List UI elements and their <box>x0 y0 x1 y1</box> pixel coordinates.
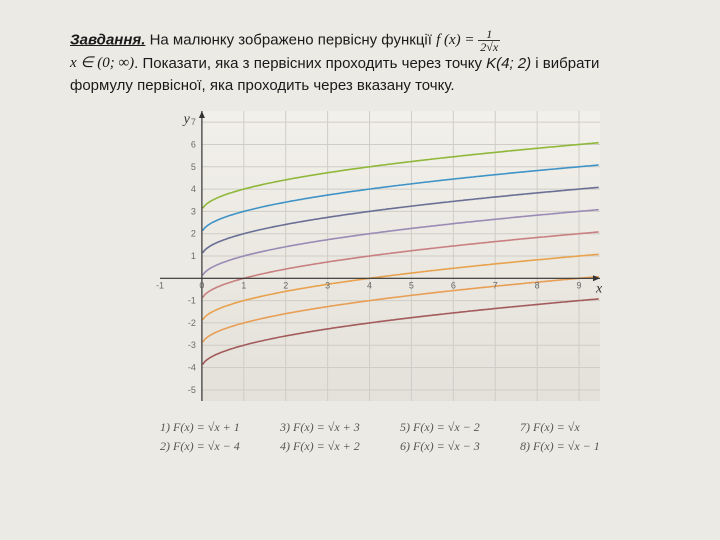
svg-text:0: 0 <box>199 280 204 290</box>
option: 1) F(x) = √x + 1 <box>160 420 256 435</box>
svg-text:2: 2 <box>191 228 196 238</box>
svg-text:-2: -2 <box>188 318 196 328</box>
svg-text:1: 1 <box>241 280 246 290</box>
svg-text:8: 8 <box>535 280 540 290</box>
option: 3) F(x) = √x + 3 <box>280 420 376 435</box>
svg-text:3: 3 <box>325 280 330 290</box>
svg-text:-1: -1 <box>188 295 196 305</box>
svg-text:-3: -3 <box>188 340 196 350</box>
svg-text:4: 4 <box>367 280 372 290</box>
option: 6) F(x) = √x − 3 <box>400 439 496 454</box>
task-text: Завдання. На малюнку зображено первісну … <box>70 28 650 97</box>
answer-options: 1) F(x) = √x + 1 3) F(x) = √x + 3 5) F(x… <box>160 420 650 454</box>
svg-text:x: x <box>595 281 603 296</box>
svg-text:1: 1 <box>191 251 196 261</box>
domain-expr: x ∈ (0; ∞) <box>70 53 134 75</box>
option: 2) F(x) = √x − 4 <box>160 439 256 454</box>
formula-fx: f (x) = 1 2√x <box>436 28 500 53</box>
answers-row-2: 2) F(x) = √x − 4 4) F(x) = √x + 2 6) F(x… <box>160 439 650 454</box>
svg-text:6: 6 <box>191 139 196 149</box>
svg-text:4: 4 <box>191 184 196 194</box>
svg-text:y: y <box>182 112 191 127</box>
svg-text:6: 6 <box>451 280 456 290</box>
svg-text:2: 2 <box>283 280 288 290</box>
svg-text:5: 5 <box>409 280 414 290</box>
point-k: K(4; 2) <box>486 55 531 72</box>
svg-text:7: 7 <box>493 280 498 290</box>
antiderivative-chart: -10123456789-5-4-3-2-11234567xy <box>140 107 610 407</box>
svg-text:5: 5 <box>191 161 196 171</box>
option: 5) F(x) = √x − 2 <box>400 420 496 435</box>
option: 8) F(x) = √x − 1 <box>520 439 616 454</box>
svg-text:9: 9 <box>577 280 582 290</box>
svg-text:-4: -4 <box>188 362 196 372</box>
svg-text:7: 7 <box>191 117 196 127</box>
option: 7) F(x) = √x <box>520 420 616 435</box>
svg-text:-1: -1 <box>156 280 164 290</box>
svg-text:-5: -5 <box>188 385 196 395</box>
option: 4) F(x) = √x + 2 <box>280 439 376 454</box>
answers-row-1: 1) F(x) = √x + 1 3) F(x) = √x + 3 5) F(x… <box>160 420 650 435</box>
task-lead: Завдання. <box>70 31 145 48</box>
svg-text:3: 3 <box>191 206 196 216</box>
